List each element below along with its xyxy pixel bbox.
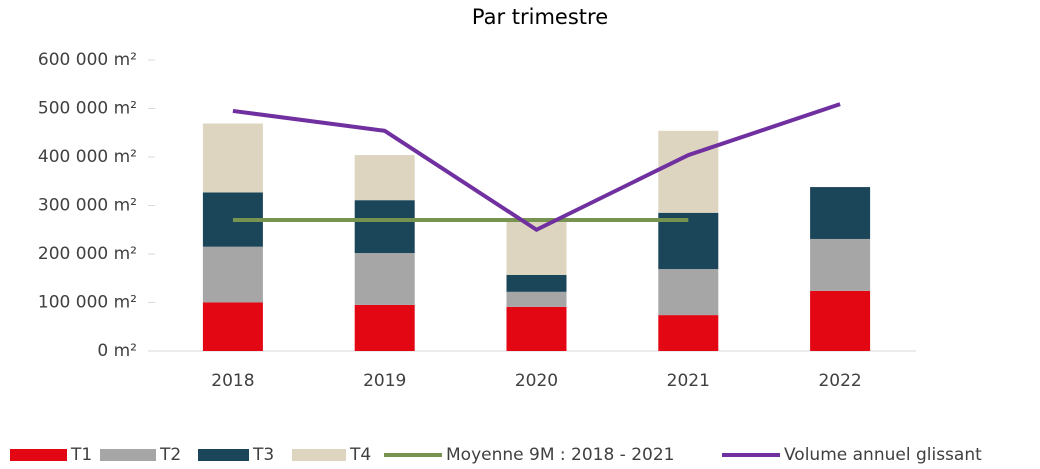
legend-swatch	[100, 449, 156, 461]
y-tick-label: 400 000 m²	[38, 147, 137, 167]
bar-segment	[202, 246, 263, 303]
legend-swatch	[198, 449, 249, 461]
bar-segment	[506, 306, 567, 351]
legend-swatch	[292, 449, 346, 461]
legend-label: Moyenne 9M : 2018 - 2021	[446, 445, 675, 465]
chart-title: Par trimestre	[472, 5, 608, 29]
bar-segment	[354, 200, 415, 254]
x-tick-label: 2022	[818, 371, 861, 391]
bar-segment	[506, 291, 567, 307]
legend-label: T2	[159, 445, 181, 465]
bar-segment	[658, 269, 719, 316]
legend-label: T1	[70, 445, 92, 465]
x-tick-label: 2020	[515, 371, 558, 391]
y-tick-label: 0 m²	[97, 341, 137, 361]
x-tick-label: 2019	[363, 371, 406, 391]
y-tick-label: 600 000 m²	[38, 50, 137, 70]
bar-segment	[506, 274, 567, 292]
bar-segment	[810, 238, 871, 291]
legend-swatch	[10, 449, 67, 461]
bar-segment	[810, 187, 871, 239]
bar-segment	[658, 212, 719, 270]
y-tick-label: 200 000 m²	[38, 244, 137, 264]
legend-label: T3	[252, 445, 274, 465]
bar-segment	[202, 302, 263, 351]
y-tick-label: 100 000 m²	[38, 293, 137, 313]
x-tick-label: 2018	[211, 371, 254, 391]
bar-segment	[354, 253, 415, 305]
line-series	[232, 102, 841, 233]
y-tick-label: 300 000 m²	[38, 196, 137, 216]
bar-segment	[202, 123, 263, 193]
bar-segment	[810, 290, 871, 351]
bar-segment	[354, 304, 415, 351]
bar-segment	[658, 315, 719, 351]
x-tick-label: 2021	[667, 371, 710, 391]
bar-segment	[658, 130, 719, 213]
y-tick-label: 500 000 m²	[38, 99, 137, 119]
legend-label: T4	[349, 445, 371, 465]
legend-label: Volume annuel glissant	[784, 445, 982, 465]
bar-segment	[354, 155, 415, 201]
